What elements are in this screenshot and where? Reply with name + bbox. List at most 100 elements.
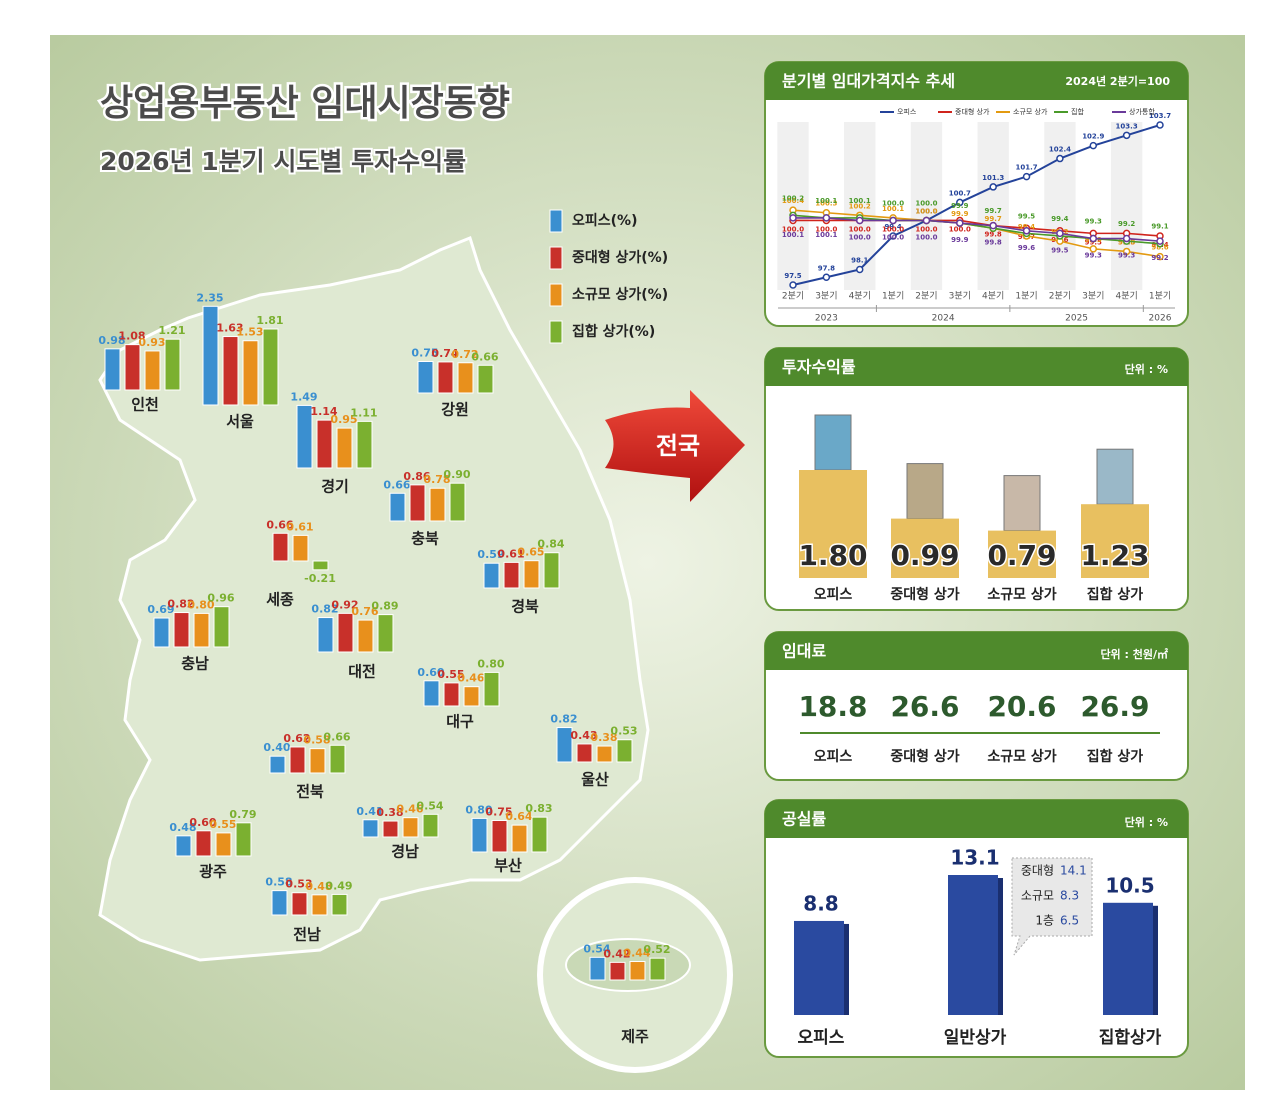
region-bar bbox=[417, 361, 434, 394]
rent-value: 26.9 bbox=[1080, 690, 1149, 723]
region-value: 0.55 bbox=[209, 818, 236, 831]
region-value: 0.80 bbox=[477, 657, 504, 670]
rent-category: 집합 상가 bbox=[1087, 748, 1144, 765]
trend-value: 99.2 bbox=[1118, 220, 1135, 228]
return-bar bbox=[988, 530, 1056, 578]
region-bar bbox=[235, 822, 252, 857]
trend-value: 97.5 bbox=[784, 272, 801, 280]
trend-value: 101.3 bbox=[982, 174, 1004, 182]
region-value: 0.69 bbox=[147, 603, 174, 616]
trend-point bbox=[1156, 252, 1164, 261]
trend-value: 100.2 bbox=[849, 202, 871, 210]
trend-value: 99.5 bbox=[1051, 246, 1068, 254]
region-bar bbox=[457, 362, 474, 394]
panel-header bbox=[765, 348, 1188, 386]
region-value: 2.35 bbox=[196, 291, 223, 304]
trend-point bbox=[922, 216, 931, 225]
region-value: 0.92 bbox=[331, 598, 358, 611]
trend-point bbox=[956, 219, 964, 227]
x-tick-label: 4분기 bbox=[1115, 291, 1137, 302]
region-value: 0.84 bbox=[537, 538, 564, 551]
region-value: 0.41 bbox=[356, 805, 383, 818]
region-name: 제주 bbox=[621, 1028, 649, 1046]
region-value: 0.74 bbox=[431, 347, 458, 360]
breakdown-value: 6.5 bbox=[1060, 914, 1079, 928]
region-value: 1.63 bbox=[216, 322, 243, 335]
panel-unit: 단위 : 천원/㎡ bbox=[1100, 647, 1168, 661]
region-bar bbox=[124, 344, 141, 391]
vacancy-bar-side bbox=[844, 923, 849, 1015]
region-bar bbox=[317, 617, 334, 653]
region-bar bbox=[362, 819, 379, 838]
return-category: 소규모 상가 bbox=[987, 587, 1056, 603]
region-value: 0.54 bbox=[583, 942, 610, 955]
region-value: 0.61 bbox=[497, 547, 524, 560]
vacancy-bar-side bbox=[1153, 905, 1158, 1015]
region-bar bbox=[271, 890, 288, 916]
region-bar bbox=[443, 682, 460, 707]
region-bar bbox=[336, 427, 353, 469]
trend-value: 100.0 bbox=[849, 233, 871, 241]
rent-value: 26.6 bbox=[890, 690, 959, 723]
column-band bbox=[910, 122, 943, 290]
region-value: 0.38 bbox=[590, 731, 617, 744]
trend-value: 100.0 bbox=[915, 199, 937, 207]
region-value: 0.59 bbox=[477, 548, 504, 561]
trend-point bbox=[889, 232, 897, 240]
x-tick-label: 3분기 bbox=[815, 291, 837, 302]
region-bar bbox=[422, 813, 439, 838]
return-bar bbox=[1081, 504, 1149, 578]
trend-note: 2024년 2분기=100 bbox=[1065, 74, 1170, 88]
region-value: 0.54 bbox=[416, 799, 443, 812]
region-value: 0.96 bbox=[207, 592, 234, 605]
trend-value: 102.4 bbox=[1049, 146, 1071, 154]
trend-value: 99.3 bbox=[1085, 252, 1102, 260]
trend-value: 99.7 bbox=[985, 215, 1002, 223]
region-value: 0.72 bbox=[451, 348, 478, 361]
vacancy-value: 8.8 bbox=[803, 891, 838, 915]
trend-value: 100.3 bbox=[815, 200, 837, 208]
region-value: 0.64 bbox=[505, 810, 532, 823]
region-bar bbox=[329, 744, 346, 774]
region-bar bbox=[629, 961, 646, 981]
trend-value: 99.7 bbox=[985, 207, 1002, 215]
region-value: 0.83 bbox=[525, 802, 552, 815]
building bbox=[906, 463, 944, 520]
trend-legend-label: 소규모 상가 bbox=[1013, 107, 1048, 116]
trend-value: 99.9 bbox=[951, 202, 968, 210]
region-value: 0.80 bbox=[465, 803, 492, 816]
year-label: 2023 bbox=[815, 314, 838, 324]
rent-value: 20.6 bbox=[987, 690, 1056, 723]
region-value: 0.43 bbox=[570, 729, 597, 742]
region-bar bbox=[576, 743, 593, 763]
rent-category: 소규모 상가 bbox=[987, 749, 1056, 765]
region-bar bbox=[193, 612, 210, 648]
legend-icon bbox=[549, 320, 563, 344]
panel-header bbox=[765, 632, 1188, 670]
region-bar bbox=[316, 419, 333, 469]
trend-value: 101.7 bbox=[1015, 164, 1037, 172]
region-value: 0.58 bbox=[303, 734, 330, 747]
panel-header bbox=[765, 62, 1188, 100]
trend-value: 100.1 bbox=[815, 197, 837, 205]
region-name: 경기 bbox=[321, 478, 349, 496]
trend-point bbox=[1122, 247, 1131, 256]
region-bar bbox=[289, 746, 306, 774]
vacancy-value: 13.1 bbox=[950, 846, 999, 870]
legend-icon bbox=[549, 246, 563, 270]
region-value: 0.66 bbox=[266, 518, 293, 531]
region-bar bbox=[272, 532, 289, 562]
column-band bbox=[977, 122, 1009, 290]
region-bar bbox=[477, 364, 494, 394]
region-bar bbox=[144, 350, 161, 391]
building bbox=[1003, 475, 1041, 532]
region-value: 0.75 bbox=[485, 806, 512, 819]
building bbox=[1096, 448, 1134, 505]
column-band bbox=[1110, 122, 1143, 290]
vacancy-value: 10.5 bbox=[1105, 873, 1154, 897]
panel-unit: 단위 : % bbox=[1125, 362, 1168, 376]
return-value: 0.79 bbox=[987, 539, 1056, 572]
region-value: 1.49 bbox=[290, 390, 317, 403]
legend-label: 오피스(%) bbox=[572, 213, 637, 229]
trend-value: 98.6 bbox=[1151, 244, 1168, 252]
